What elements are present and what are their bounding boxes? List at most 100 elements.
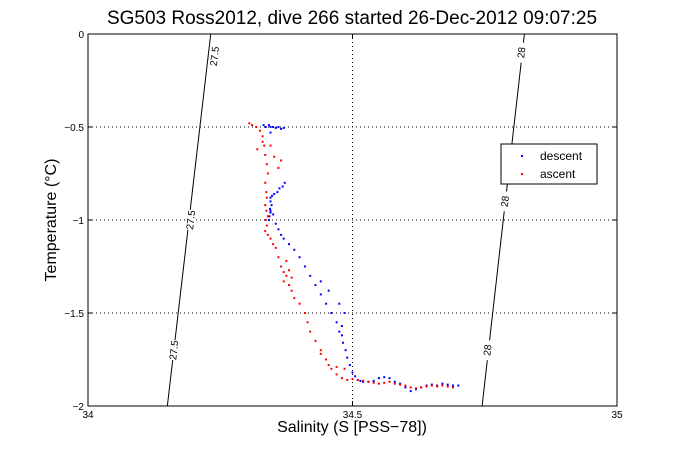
ascent-point bbox=[277, 256, 280, 259]
ascent-point bbox=[266, 172, 269, 175]
ascent-point bbox=[288, 269, 291, 272]
descent-point bbox=[354, 375, 357, 378]
ascent-point bbox=[269, 237, 272, 240]
descent-point bbox=[276, 191, 279, 194]
ascent-point bbox=[290, 276, 293, 279]
descent-point bbox=[269, 131, 272, 134]
ascent-point bbox=[409, 386, 412, 389]
axis-ticks: 34 34.5 35 0 −0.5 −1 −1.5 −2 bbox=[64, 30, 623, 421]
descent-point bbox=[319, 293, 322, 296]
legend-marker-descent bbox=[521, 155, 523, 157]
legend: descent ascent bbox=[500, 143, 598, 185]
descent-point bbox=[344, 349, 347, 352]
ascent-point bbox=[273, 155, 276, 158]
ascent-point bbox=[264, 153, 267, 156]
ascent-point bbox=[265, 196, 268, 199]
ascent-point bbox=[330, 367, 333, 370]
ascent-point bbox=[388, 380, 391, 383]
ascent-point bbox=[356, 378, 359, 381]
descent-point bbox=[270, 204, 273, 207]
ascent-point bbox=[248, 122, 251, 125]
descent-point bbox=[335, 321, 338, 324]
density-contour-label-bg bbox=[169, 339, 180, 361]
ascent-point bbox=[327, 364, 330, 367]
ascent-point bbox=[298, 302, 301, 305]
descent-point bbox=[409, 390, 412, 393]
ascent-point bbox=[264, 204, 267, 207]
y-tick-label: −1.5 bbox=[64, 309, 84, 320]
ascent-point bbox=[266, 233, 269, 236]
descent-point bbox=[346, 356, 349, 359]
ascent-point bbox=[414, 387, 417, 390]
ascent-point bbox=[265, 163, 268, 166]
density-contour-label: 28 bbox=[482, 344, 494, 357]
descent-point bbox=[282, 126, 285, 129]
ascent-point bbox=[264, 219, 267, 221]
descent-point bbox=[452, 384, 455, 387]
x-tick-label: 34.5 bbox=[343, 410, 363, 421]
descent-point bbox=[269, 211, 272, 214]
ascent-point bbox=[306, 321, 309, 324]
descent-point bbox=[280, 127, 283, 130]
ascent-point bbox=[335, 365, 338, 368]
descent-point bbox=[268, 215, 271, 218]
y-tick-label: −2 bbox=[73, 402, 85, 413]
descent-point bbox=[282, 237, 285, 240]
descent-point bbox=[269, 196, 272, 199]
ascent-point bbox=[425, 385, 428, 388]
ascent-point bbox=[351, 378, 354, 381]
ascent-point bbox=[290, 289, 293, 292]
ascent-point bbox=[420, 386, 423, 389]
descent-point bbox=[273, 192, 276, 195]
descent-point bbox=[341, 341, 344, 344]
descent-point bbox=[359, 379, 362, 382]
ascent-point bbox=[452, 386, 455, 389]
descent-point bbox=[327, 289, 330, 292]
descent-point bbox=[340, 325, 343, 328]
ascent-point bbox=[258, 129, 261, 132]
density-contour-label-bg bbox=[209, 45, 221, 67]
descent-point bbox=[393, 380, 396, 383]
descent-point bbox=[272, 126, 275, 128]
descent-point bbox=[280, 233, 283, 236]
legend-label-ascent: ascent bbox=[540, 167, 576, 181]
ascent-point bbox=[272, 243, 275, 246]
density-contour-label: 28 bbox=[516, 46, 528, 59]
ascent-point bbox=[340, 377, 343, 380]
density-contour-label: 27.5 bbox=[185, 209, 198, 230]
density-contour-label: 27.5 bbox=[168, 340, 181, 361]
descent-point bbox=[262, 124, 265, 127]
descent-point bbox=[338, 330, 341, 333]
ascent-point bbox=[250, 124, 253, 127]
ascent-point bbox=[319, 349, 322, 352]
ascent-point bbox=[325, 358, 328, 361]
descent-point bbox=[267, 219, 270, 221]
ascent-point bbox=[288, 284, 291, 287]
descent-point bbox=[277, 126, 280, 128]
ascent-point bbox=[261, 140, 264, 143]
density-contours: 27.5 27.5 27.5 28 28 28 bbox=[166, 33, 528, 407]
ascent-point bbox=[319, 352, 322, 355]
descent-point bbox=[404, 386, 407, 389]
descent-point bbox=[274, 222, 277, 225]
descent-point bbox=[298, 256, 301, 259]
ascent-point bbox=[393, 382, 396, 385]
ascent-point bbox=[430, 384, 433, 387]
descent-point bbox=[281, 185, 284, 188]
ascent-point bbox=[266, 215, 269, 218]
descent-point bbox=[325, 302, 328, 305]
descent-point bbox=[277, 228, 280, 231]
ascent-point bbox=[264, 230, 267, 233]
ascent-point bbox=[280, 159, 283, 162]
ascent-point bbox=[256, 148, 259, 151]
descent-point bbox=[268, 207, 271, 210]
descent-point bbox=[309, 274, 312, 277]
density-contour-label: 27.5 bbox=[209, 46, 222, 67]
legend-marker-ascent bbox=[521, 173, 523, 175]
ascent-point bbox=[436, 385, 439, 388]
descent-point bbox=[272, 213, 275, 216]
descent-point bbox=[338, 302, 341, 305]
density-contour-label-bg bbox=[500, 191, 511, 212]
